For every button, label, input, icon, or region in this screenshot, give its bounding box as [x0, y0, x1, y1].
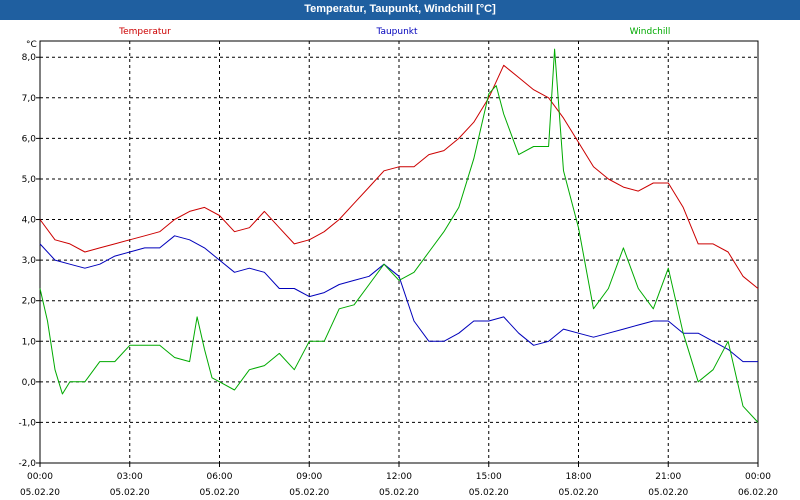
x-tick-time: 15:00 — [476, 472, 502, 482]
x-tick-date: 05.02.20 — [289, 488, 329, 498]
y-tick-label: 3,0 — [22, 256, 37, 266]
x-tick-date: 05.02.20 — [110, 488, 150, 498]
y-axis: 8,0 7,0 6,0 5,0 4,0 3,0 2,0 1,0 0,0 -1,0 -2,0 — [18, 53, 40, 469]
y-tick-label: 2,0 — [22, 297, 37, 307]
legend-item-temperatur: Temperatur — [118, 27, 171, 37]
chart: 8,0 7,0 6,0 5,0 4,0 3,0 2,0 1,0 0,0 -1,0 -2,0 00:0… — [18, 27, 778, 498]
x-tick-date: 05.02.20 — [20, 488, 60, 498]
series-line-temperatur — [39, 64, 759, 289]
x-tick-time: 09:00 — [296, 472, 322, 482]
series-line-windchill — [39, 48, 759, 423]
x-tick-date: 05.02.20 — [469, 488, 509, 498]
window-title: Temperatur, Taupunkt, Windchill [°C] — [0, 0, 800, 20]
series-group — [39, 48, 759, 423]
x-tick-date: 06.02.20 — [738, 488, 778, 498]
legend-item-taupunkt: Taupunkt — [375, 27, 418, 37]
y-tick-label: -2,0 — [18, 459, 36, 469]
y-tick-label: 0,0 — [22, 378, 37, 388]
y-axis-label: °C — [26, 40, 37, 50]
series-line-taupunkt — [39, 235, 758, 363]
y-tick-label: 6,0 — [22, 134, 37, 144]
x-tick-time: 18:00 — [566, 472, 592, 482]
y-tick-label: 1,0 — [22, 337, 37, 347]
x-tick-time: 00:00 — [27, 472, 53, 482]
x-tick-time: 06:00 — [207, 472, 233, 482]
y-tick-label: 7,0 — [22, 94, 37, 104]
y-tick-label: 4,0 — [22, 216, 37, 226]
x-tick-time: 12:00 — [386, 472, 412, 482]
y-tick-label: 8,0 — [22, 53, 37, 63]
x-tick-date: 05.02.20 — [199, 488, 239, 498]
x-tick-date: 05.02.20 — [648, 488, 688, 498]
legend-item-windchill: Windchill — [630, 27, 671, 37]
x-axis: 00:00 05.02.20 03:00 05.02.20 06:00 05.02.20 0… — [20, 463, 778, 498]
legend: Temperatur Taupunkt Windchill — [118, 27, 670, 37]
x-tick-date: 05.02.20 — [379, 488, 419, 498]
y-tick-label: 5,0 — [22, 175, 37, 185]
y-tick-label: -1,0 — [18, 418, 36, 428]
x-tick-time: 21:00 — [655, 472, 681, 482]
x-tick-date: 05.02.20 — [558, 488, 598, 498]
x-tick-time: 00:00 — [745, 472, 771, 482]
x-tick-time: 03:00 — [117, 472, 143, 482]
